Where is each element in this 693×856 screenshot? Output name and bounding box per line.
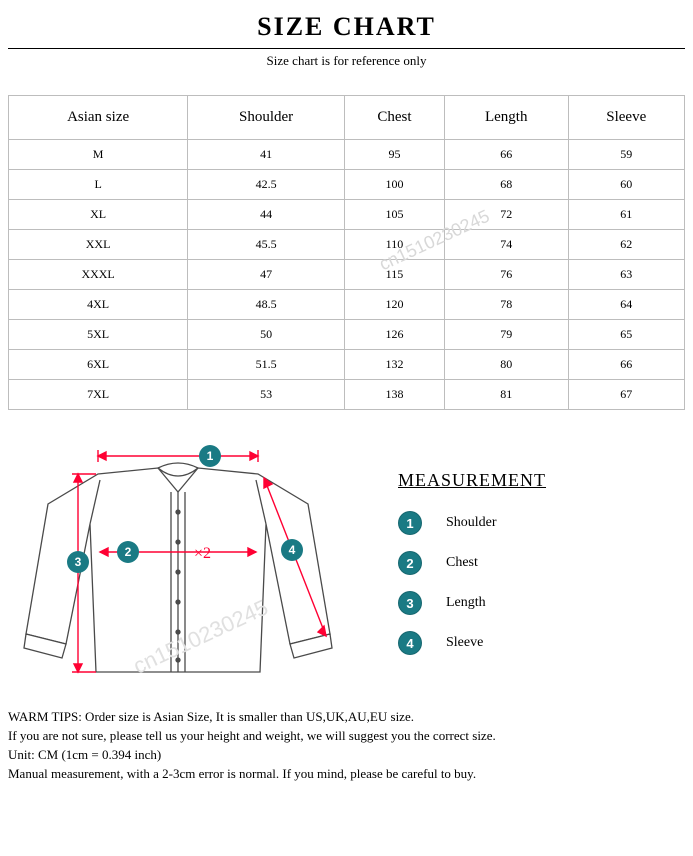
tip-line: Unit: CM (1cm = 0.394 inch) [8, 746, 685, 765]
table-row: L42.51006860 [9, 170, 685, 200]
col-header: Sleeve [568, 96, 684, 140]
col-header: Shoulder [188, 96, 345, 140]
table-cell: 62 [568, 230, 684, 260]
table-cell: 105 [344, 200, 444, 230]
table-row: 4XL48.51207864 [9, 290, 685, 320]
table-cell: 95 [344, 140, 444, 170]
svg-text:1: 1 [207, 449, 214, 463]
table-cell: XXL [9, 230, 188, 260]
table-row: M41956659 [9, 140, 685, 170]
table-cell: 67 [568, 380, 684, 410]
multiplier-label: ×2 [194, 545, 211, 562]
table-header-row: Asian size Shoulder Chest Length Sleeve [9, 96, 685, 140]
size-chart-table: Asian size Shoulder Chest Length Sleeve … [8, 95, 685, 410]
table-cell: 45.5 [188, 230, 345, 260]
page-title: SIZE CHART [8, 12, 685, 42]
legend-label: Sleeve [446, 635, 483, 651]
legend-badge: 2 [398, 551, 422, 575]
tip-line: If you are not sure, please tell us your… [8, 727, 685, 746]
table-row: XXXL471157663 [9, 260, 685, 290]
table-cell: 68 [444, 170, 568, 200]
tip-line: WARM TIPS: Order size is Asian Size, It … [8, 708, 685, 727]
table-cell: 66 [444, 140, 568, 170]
svg-text:2: 2 [125, 545, 132, 559]
table-cell: 61 [568, 200, 684, 230]
legend-row: 1 Shoulder [398, 511, 685, 535]
table-cell: 115 [344, 260, 444, 290]
title-rule [8, 48, 685, 49]
warm-tips: WARM TIPS: Order size is Asian Size, It … [8, 708, 685, 783]
col-header: Length [444, 96, 568, 140]
table-cell: 78 [444, 290, 568, 320]
table-cell: 53 [188, 380, 345, 410]
table-row: 5XL501267965 [9, 320, 685, 350]
table-cell: 132 [344, 350, 444, 380]
legend-label: Shoulder [446, 515, 497, 531]
table-row: 7XL531388167 [9, 380, 685, 410]
tip-line: Manual measurement, with a 2-3cm error i… [8, 765, 685, 784]
table-cell: 76 [444, 260, 568, 290]
legend-badge: 3 [398, 591, 422, 615]
table-cell: 41 [188, 140, 345, 170]
table-cell: 80 [444, 350, 568, 380]
svg-text:3: 3 [75, 555, 82, 569]
table-cell: 4XL [9, 290, 188, 320]
legend-row: 4 Sleeve [398, 631, 685, 655]
table-cell: 63 [568, 260, 684, 290]
table-cell: 110cn1510230245 [344, 230, 444, 260]
legend-row: 2 Chest [398, 551, 685, 575]
table-cell: 120 [344, 290, 444, 320]
table-cell: XL [9, 200, 188, 230]
table-row: 6XL51.51328066 [9, 350, 685, 380]
table-cell: 81 [444, 380, 568, 410]
table-cell: 42.5 [188, 170, 345, 200]
table-cell: 65 [568, 320, 684, 350]
table-cell: 48.5 [188, 290, 345, 320]
table-cell: L [9, 170, 188, 200]
table-row: XXL45.5110cn15102302457462 [9, 230, 685, 260]
table-cell: 51.5 [188, 350, 345, 380]
legend-label: Length [446, 595, 486, 611]
table-cell: 66 [568, 350, 684, 380]
table-row: XL441057261 [9, 200, 685, 230]
table-cell: 138 [344, 380, 444, 410]
table-cell: 59 [568, 140, 684, 170]
table-cell: 74 [444, 230, 568, 260]
table-cell: 126 [344, 320, 444, 350]
table-cell: 60 [568, 170, 684, 200]
legend-label: Chest [446, 555, 478, 571]
page-subtitle: Size chart is for reference only [8, 53, 685, 69]
table-cell: 79 [444, 320, 568, 350]
table-cell: 5XL [9, 320, 188, 350]
table-cell: XXXL [9, 260, 188, 290]
legend-badge: 1 [398, 511, 422, 535]
table-cell: 50 [188, 320, 345, 350]
measurement-heading: MEASUREMENT [398, 470, 685, 491]
table-cell: 72 [444, 200, 568, 230]
table-cell: 64 [568, 290, 684, 320]
table-cell: 44 [188, 200, 345, 230]
col-header: Asian size [9, 96, 188, 140]
table-cell: M [9, 140, 188, 170]
table-cell: 7XL [9, 380, 188, 410]
col-header: Chest [344, 96, 444, 140]
legend-row: 3 Length [398, 591, 685, 615]
table-cell: 100 [344, 170, 444, 200]
svg-text:4: 4 [289, 543, 296, 557]
legend-badge: 4 [398, 631, 422, 655]
table-cell: 47 [188, 260, 345, 290]
shirt-diagram: ×2 1 2 3 [8, 434, 348, 694]
table-cell: 6XL [9, 350, 188, 380]
